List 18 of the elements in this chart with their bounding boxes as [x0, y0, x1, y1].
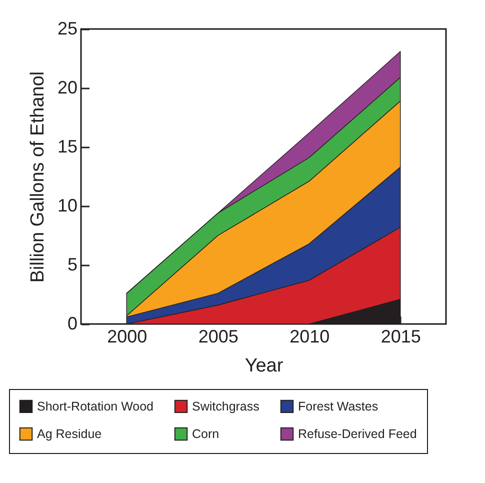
- x-axis-title: Year: [244, 356, 284, 376]
- x-tick-label: 2005: [198, 326, 238, 346]
- y-tick-label: 20: [57, 78, 78, 98]
- legend-label: Switchgrass: [192, 399, 260, 414]
- legend-label: Forest Wastes: [298, 399, 378, 414]
- y-tick-label: 15: [57, 136, 78, 156]
- y-tick-label: 0: [67, 314, 78, 334]
- legend-label: Ag Residue: [37, 427, 102, 441]
- legend-label: Short-Rotation Wood: [37, 399, 154, 414]
- x-tick-label: 2010: [290, 326, 330, 346]
- x-tick-label: 2015: [380, 326, 421, 346]
- y-tick-label: 25: [57, 18, 78, 38]
- y-axis-title: Billion Gallons of Ethanol: [27, 71, 48, 283]
- y-tick-label: 5: [67, 254, 78, 274]
- legend-label: Refuse-Derived Feed: [298, 427, 417, 441]
- legend-label: Corn: [192, 427, 220, 441]
- y-tick-label: 10: [57, 196, 78, 216]
- x-tick-label: 2000: [107, 326, 148, 346]
